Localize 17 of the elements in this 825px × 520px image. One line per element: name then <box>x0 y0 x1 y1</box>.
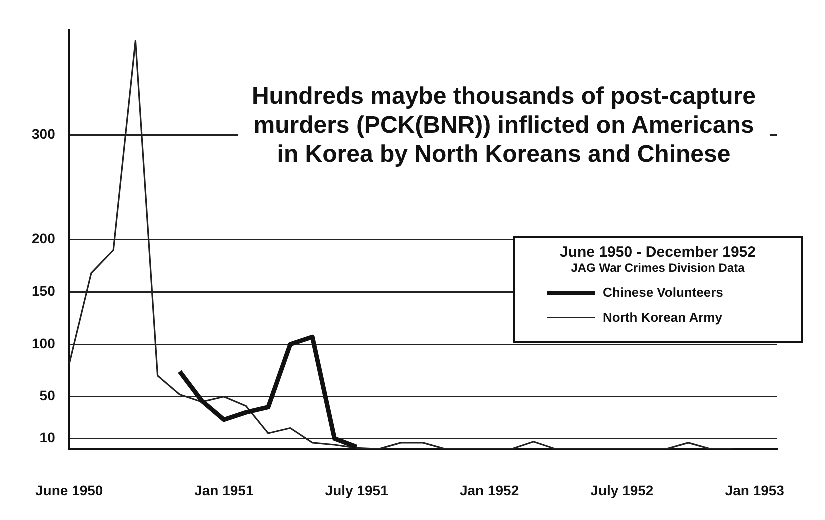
annotation: JAG War Crimes Division Data <box>570 261 746 275</box>
x-tick-label: July 1952 <box>590 482 654 498</box>
legend-title: June 1950 - December 1952 <box>559 244 757 261</box>
y-tick-label: 300 <box>32 126 56 142</box>
y-tick-label: 150 <box>32 283 56 300</box>
x-tick-label: June 1950 <box>36 482 104 498</box>
y-tick-label: 50 <box>40 388 56 404</box>
y-tick-label: 200 <box>32 230 56 247</box>
x-tick-label: Jan 1952 <box>460 482 520 498</box>
x-tick-label: Jan 1953 <box>725 482 785 498</box>
x-tick-label: Jan 1951 <box>194 482 254 498</box>
y-tick-label: 100 <box>32 335 56 352</box>
x-tick-label: July 1951 <box>325 482 389 498</box>
legend-label: North Korean Army <box>603 310 722 325</box>
text: Hundreds maybe thousands of post-capture murders (PCK(BNR)) inflicted on Americans in Korea by North Koreans and Chinese <box>238 78 770 173</box>
y-tick-label: 10 <box>40 430 56 446</box>
legend-label: Chinese Volunteers <box>603 285 724 300</box>
